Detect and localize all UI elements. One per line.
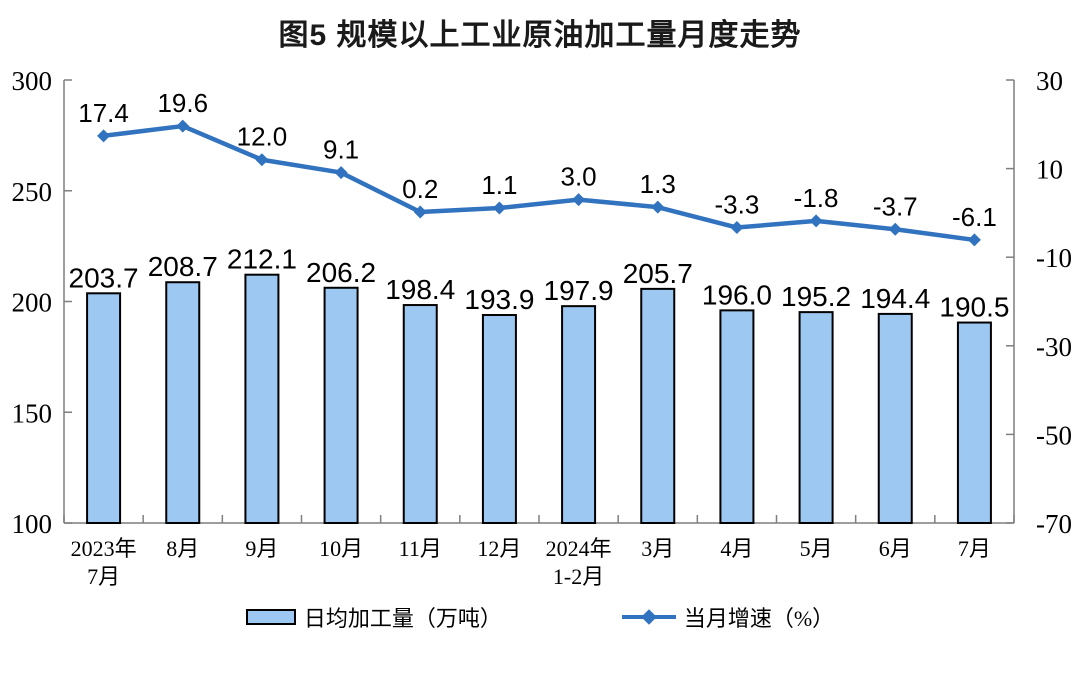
line-marker-diamond-icon <box>730 221 744 235</box>
x-category-label: 6月 <box>879 536 912 561</box>
x-category-label: 7月 <box>87 564 120 589</box>
line-value-label: 3.0 <box>561 162 597 192</box>
x-category-label: 3月 <box>641 536 674 561</box>
legend-item-line: 当月增速（%） <box>621 601 835 633</box>
bar-value-label: 198.4 <box>385 274 455 305</box>
line-marker-diamond-icon <box>413 205 427 219</box>
legend: 日均加工量（万吨） 当月增速（%） <box>0 601 1080 633</box>
line-marker-diamond-icon <box>651 200 665 214</box>
x-category-label: 9月 <box>245 536 278 561</box>
bar <box>798 311 834 524</box>
x-category-label: 11月 <box>399 536 442 561</box>
left-axis-tick-label: 300 <box>12 66 53 96</box>
left-axis-tick-label: 100 <box>12 509 53 539</box>
line-value-label: -6.1 <box>952 202 997 232</box>
line-value-label: -3.3 <box>715 190 760 220</box>
x-category-label: 7月 <box>958 536 991 561</box>
line-value-label: 19.6 <box>157 88 208 118</box>
line-marker-diamond-icon <box>176 119 190 133</box>
left-axis-tick-label: 150 <box>12 398 53 428</box>
line-marker-diamond-icon <box>97 129 111 143</box>
right-axis-tick-label: -30 <box>1036 332 1072 362</box>
line-marker-diamond-icon <box>967 233 981 247</box>
bar-value-label: 194.4 <box>860 283 930 314</box>
right-axis-tick-label: -10 <box>1036 243 1072 273</box>
left-axis-tick-label: 200 <box>12 288 53 318</box>
bar <box>244 273 280 524</box>
line-marker-diamond-icon <box>492 201 506 215</box>
bar-value-label: 193.9 <box>464 284 534 315</box>
right-axis-tick-label: 30 <box>1036 66 1063 96</box>
bar-value-label: 196.0 <box>702 279 772 310</box>
combo-chart: 300 250 200 150 100 30 10 -10 -30 -50 -70 203.7 208.… <box>12 66 1073 589</box>
line-value-label: -3.7 <box>873 191 918 221</box>
line-value-label: 12.0 <box>237 122 288 152</box>
line-value-label: 9.1 <box>323 135 359 165</box>
x-category-label: 8月 <box>166 536 199 561</box>
bar <box>719 309 755 524</box>
line-marker-diamond-icon <box>888 222 902 236</box>
bar <box>640 287 676 525</box>
bar <box>402 304 438 524</box>
legend-line-swatch <box>621 609 676 625</box>
line-value-label: 17.4 <box>78 98 129 128</box>
line-value-label: 1.3 <box>640 169 676 199</box>
legend-line-diamond-icon <box>641 609 657 625</box>
line-value-label: -1.8 <box>794 183 839 213</box>
line-marker-diamond-icon <box>572 193 586 207</box>
bar <box>561 305 597 524</box>
legend-bar-label: 日均加工量（万吨） <box>303 606 502 631</box>
bar-value-label: 205.7 <box>623 258 693 289</box>
right-axis-tick-label: -50 <box>1036 420 1072 450</box>
bar-value-label: 197.9 <box>544 275 614 306</box>
bar <box>481 314 517 524</box>
bar-value-label: 203.7 <box>69 262 139 293</box>
line-marker-diamond-icon <box>334 166 348 180</box>
bar <box>877 312 913 524</box>
bar-value-label: 195.2 <box>781 281 851 312</box>
line-marker-diamond-icon <box>809 214 823 228</box>
x-category-label: 1-2月 <box>553 564 604 589</box>
x-category-label: 10月 <box>319 536 363 561</box>
growth-line <box>103 123 975 243</box>
line-value-label: 1.1 <box>481 170 517 200</box>
line-marker-diamond-icon <box>255 153 269 167</box>
bar <box>323 286 359 524</box>
x-category-label: 2024年 <box>546 536 612 561</box>
legend-bar-swatch <box>245 609 296 625</box>
x-category-label: 12月 <box>477 536 521 561</box>
x-category-label: 4月 <box>720 536 753 561</box>
right-axis-tick-label: 10 <box>1036 155 1063 185</box>
x-category-label: 5月 <box>800 536 833 561</box>
legend-item-bar: 日均加工量（万吨） <box>245 601 502 633</box>
bar-value-label: 208.7 <box>148 251 218 282</box>
chart-title: 图5 规模以上工业原油加工量月度走势 <box>278 19 802 52</box>
bar-value-label: 206.2 <box>306 257 376 288</box>
x-category-label: 2023年 <box>71 536 137 561</box>
bar <box>86 292 122 524</box>
bar-value-label: 212.1 <box>227 244 297 275</box>
right-axis-tick-label: -70 <box>1036 509 1072 539</box>
line-value-label: 0.2 <box>402 174 438 204</box>
bar <box>165 281 201 524</box>
bar <box>956 321 992 525</box>
legend-line-label: 当月增速（%） <box>683 606 835 631</box>
bar-value-label: 190.5 <box>939 292 1009 323</box>
left-axis-tick-label: 250 <box>12 177 53 207</box>
